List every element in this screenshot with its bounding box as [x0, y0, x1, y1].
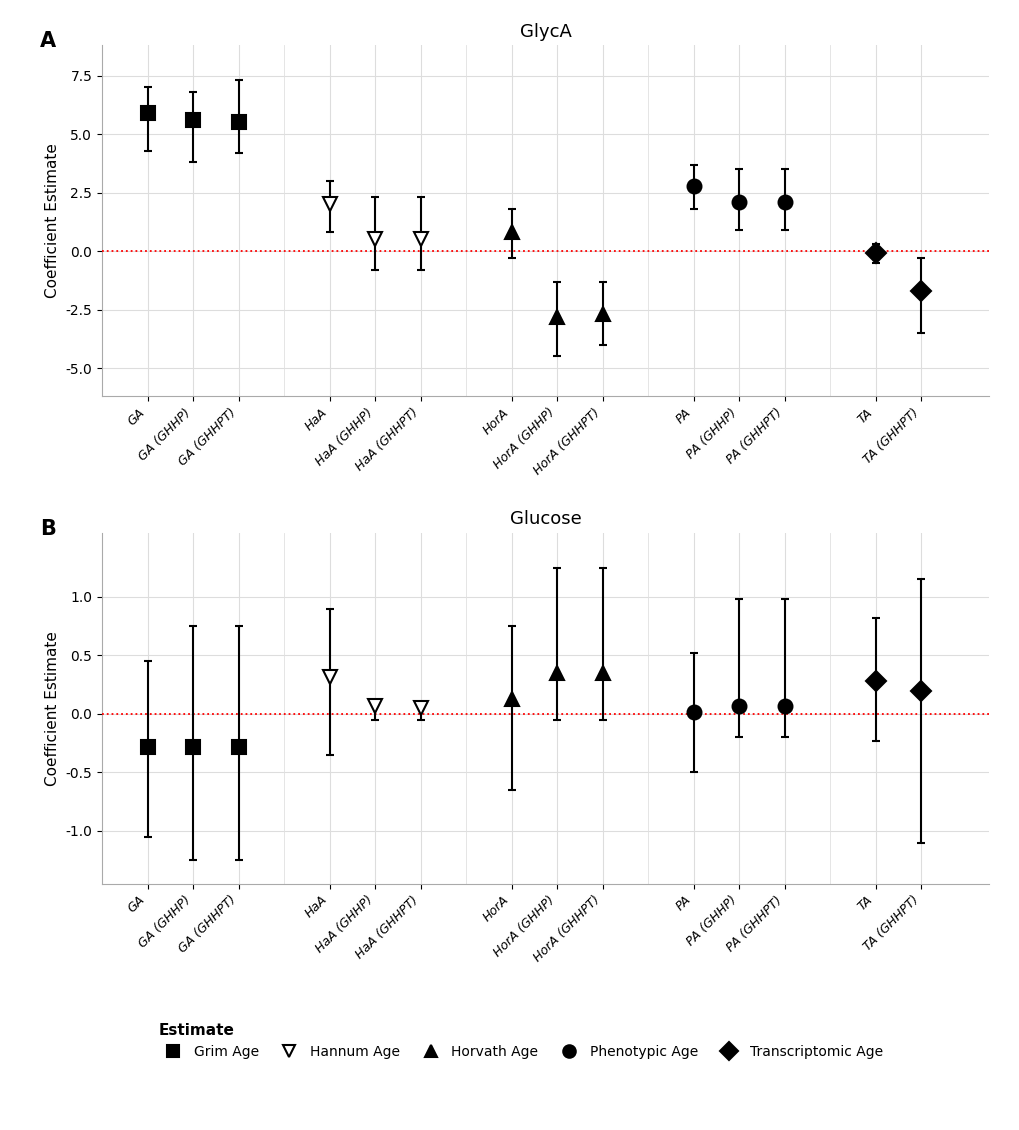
Title: Glucose: Glucose — [510, 511, 581, 529]
Title: GlycA: GlycA — [520, 23, 571, 41]
Text: B: B — [40, 519, 56, 539]
Legend: Grim Age, Hannum Age, Horvath Age, Phenotypic Age, Transcriptomic Age: Grim Age, Hannum Age, Horvath Age, Pheno… — [153, 1018, 888, 1064]
Y-axis label: Coefficient Estimate: Coefficient Estimate — [45, 144, 60, 298]
Y-axis label: Coefficient Estimate: Coefficient Estimate — [45, 631, 60, 785]
Text: A: A — [40, 32, 56, 51]
